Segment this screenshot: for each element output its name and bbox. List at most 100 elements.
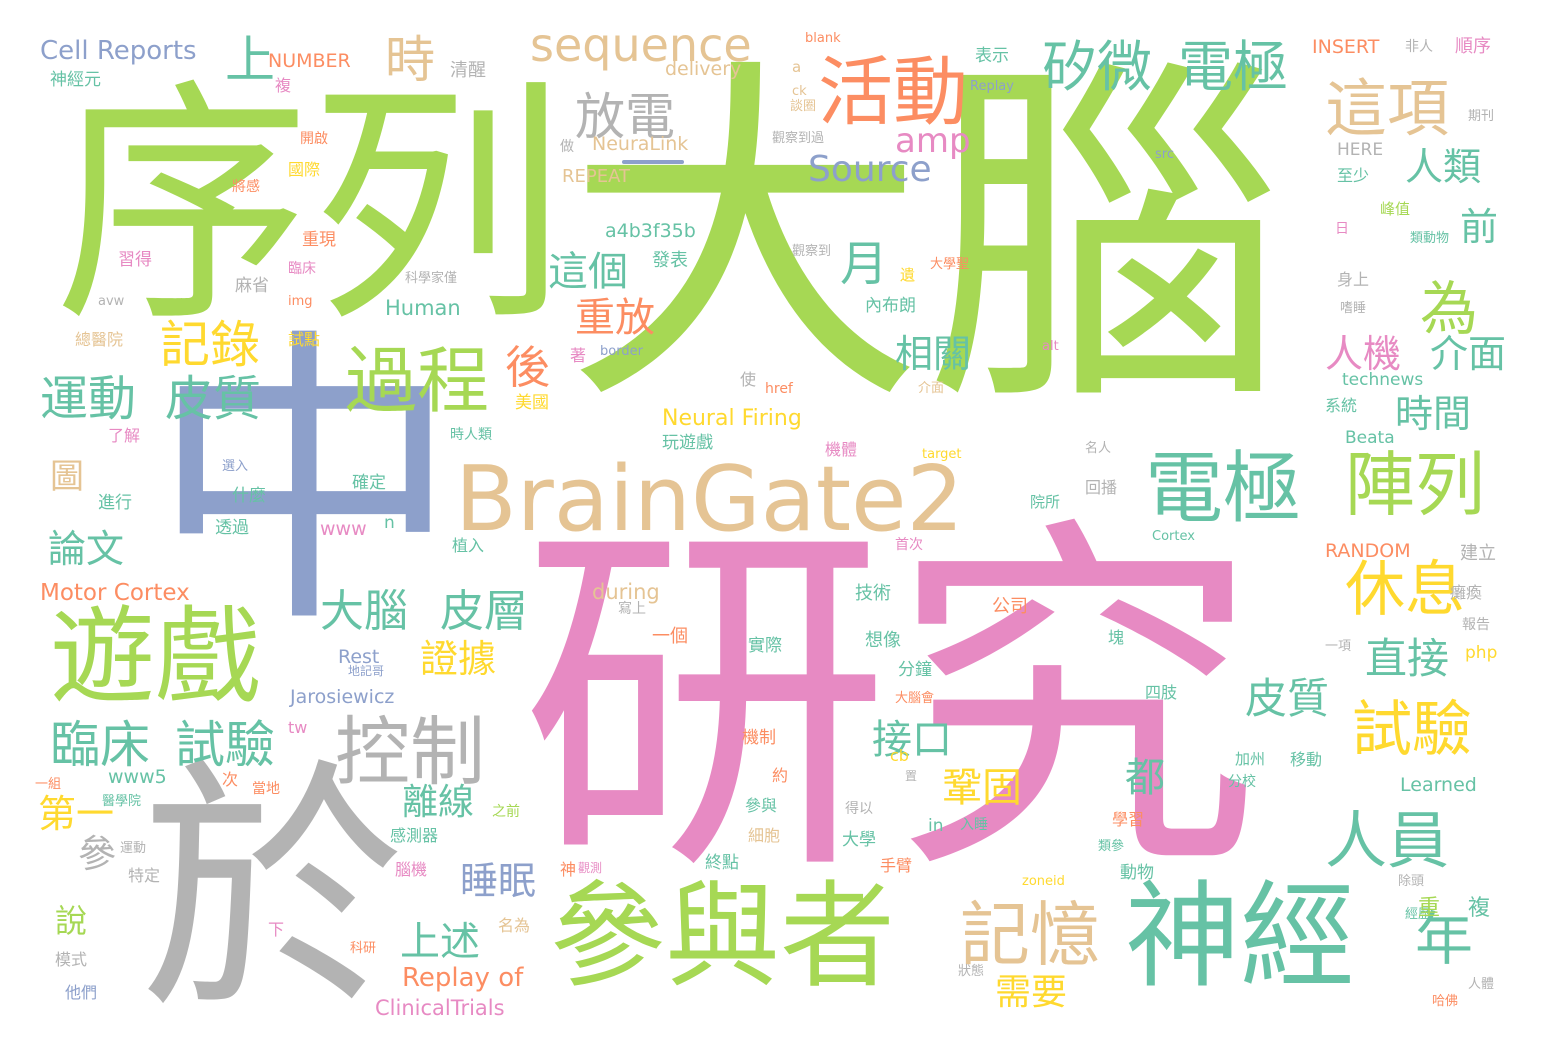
word-shuimian: 睡眠: [460, 859, 537, 903]
word-renyuan: 人員: [1325, 804, 1450, 877]
word-xieshang: 寫上: [618, 601, 646, 617]
word-neibulang: 內布朗: [865, 296, 916, 316]
word-baogao: 報告: [1462, 617, 1490, 633]
word-motor-cortex: Motor Cortex: [40, 580, 190, 606]
word-xiuxi: 休息: [1345, 555, 1465, 625]
word-source: Source: [808, 149, 932, 190]
word-www5: www5: [108, 766, 167, 788]
word-masheng: 麻省: [235, 276, 269, 296]
word-xuanru: 選入: [222, 459, 249, 474]
word-random: RANDOM: [1325, 540, 1411, 562]
word-kuai: 塊: [1108, 628, 1125, 647]
word-lunwen: 論文: [48, 527, 125, 571]
word-daxuesheng: 大學聖: [930, 257, 970, 272]
word-tamen: 他們: [65, 983, 98, 1002]
word-zoneid: zoneid: [1022, 874, 1065, 889]
word-diyi: 第一: [38, 792, 115, 836]
word-yu: 於: [140, 738, 405, 1046]
word-queding: 確定: [352, 473, 386, 493]
word-cortex: Cortex: [1152, 529, 1195, 544]
word-fangdian: 放電: [575, 88, 675, 146]
word-technews: technews: [1342, 370, 1424, 390]
word-number: NUMBER: [268, 50, 351, 72]
word-daxue: 大學: [842, 830, 876, 850]
word-php: php: [1465, 643, 1498, 663]
word-dangdi: 當地: [252, 781, 280, 797]
word-linchuang: 臨床: [50, 716, 150, 774]
word-zongyiyuan: 總醫院: [75, 330, 124, 349]
word-xulie: 序列: [55, 59, 566, 356]
word-jianggan: 將感: [232, 179, 260, 195]
word-guoji: 國際: [288, 160, 321, 179]
word-jiazhou: 加州: [1235, 750, 1266, 768]
word-src: src: [1155, 147, 1174, 162]
word-blank: blank: [805, 31, 841, 46]
word-guocheng: 過程: [345, 339, 490, 423]
word-a4b3f35b: a4b3f35b: [605, 220, 696, 242]
word-chutou: 除頭: [1398, 874, 1425, 889]
word-braingate2: BrainGate2: [455, 447, 964, 552]
word-gonggu: 鞏固: [942, 765, 1022, 811]
word-xide: 習得: [118, 250, 152, 270]
word-shangshu: 上述: [400, 919, 480, 965]
word-dainao: 大腦: [565, 30, 1285, 449]
word-yidong: 移動: [1290, 750, 1323, 769]
word-ganceqi: 感測器: [390, 826, 439, 845]
word-xuexi: 學習: [1112, 810, 1145, 829]
word-learned: Learned: [1400, 774, 1477, 796]
word-zhong: 中: [150, 304, 460, 665]
word-fu-v: 複: [1468, 896, 1491, 921]
word-jizhi: 機制: [742, 728, 776, 748]
word-ck: ck: [792, 84, 807, 99]
word-yanjiu: 研究: [520, 490, 1260, 920]
word-sequence: sequence: [530, 18, 752, 72]
word-jiyi: 記憶: [960, 894, 1100, 976]
word-fabiao: 發表: [652, 250, 688, 271]
word-shuo: 說: [55, 902, 88, 940]
word-amp: amp: [895, 121, 971, 161]
word-lixian: 離線: [402, 782, 475, 823]
word-tanhuan: 癱瘓: [1450, 583, 1483, 602]
word-tu: 圖: [50, 457, 84, 497]
word-pizhi-2: 皮質: [1245, 674, 1330, 723]
word-yixueyuan: 醫學院: [102, 794, 142, 809]
word-xiangxiang: 想像: [865, 630, 901, 651]
word-insert: INSERT: [1312, 36, 1380, 58]
word-www: www: [320, 518, 367, 540]
word-yundong-2: 運動: [120, 841, 147, 856]
word-touguo: 透過: [215, 518, 249, 538]
word-fengzhi: 峰值: [1380, 200, 1411, 218]
word-xitong: 系統: [1325, 396, 1358, 415]
word-yuansuo: 院所: [1030, 493, 1061, 511]
word-chongxian: 重現: [302, 230, 336, 250]
word-kexuejiajin: 科學家僅: [405, 271, 458, 286]
word-kongzhi: 控制: [335, 708, 486, 796]
word-zhuangtai: 狀態: [958, 964, 985, 979]
word-renti: 人體: [1468, 977, 1495, 992]
word-shoubi: 手臂: [880, 856, 913, 875]
word-here: HERE: [1337, 140, 1384, 160]
word-nian: 年: [1415, 905, 1474, 973]
word-renlei: 人類: [1405, 145, 1482, 189]
word-biaoshi: 表示: [975, 46, 1009, 66]
word-hou: 後: [505, 341, 551, 394]
word-yige: 一個: [652, 626, 688, 647]
word-naoji: 腦機: [395, 860, 428, 879]
word-cb: cb: [890, 746, 909, 765]
word-jingli: 經歷: [1405, 907, 1432, 922]
word-zhiqian: 之前: [492, 804, 520, 820]
word-jiti: 機體: [825, 440, 858, 459]
word-shiyan-2: 試驗: [175, 716, 275, 774]
word-pizeng: 皮層: [440, 586, 528, 637]
word-fenxiao: 分校: [1228, 774, 1256, 790]
word-yi: 遺: [900, 266, 916, 284]
word-xuyao: 需要: [995, 972, 1068, 1013]
word-zhong-v: 重: [1418, 896, 1441, 921]
word-shi: 時: [385, 31, 435, 89]
word-n: n: [384, 513, 395, 533]
word-rest: Rest: [338, 646, 380, 668]
word-neural-firing: Neural Firing: [662, 406, 802, 431]
word-target: target: [922, 447, 962, 462]
word-zuo: 做: [560, 139, 574, 155]
